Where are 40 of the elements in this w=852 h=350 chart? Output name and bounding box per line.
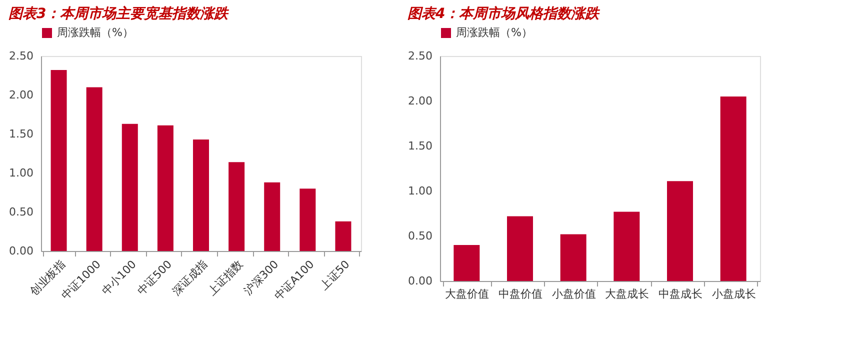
bar bbox=[454, 245, 480, 281]
bar bbox=[614, 212, 640, 281]
bar bbox=[228, 162, 245, 251]
y-tick-label: 2.00 bbox=[9, 88, 34, 102]
bar bbox=[50, 70, 67, 251]
y-tick-label: 0.00 bbox=[408, 274, 432, 288]
bar bbox=[300, 188, 316, 251]
x-tick-label: 大盘成长 bbox=[605, 288, 650, 300]
x-tick-label: 中盘价值 bbox=[498, 288, 542, 300]
bar bbox=[560, 234, 586, 281]
chart-title: 图表3：本周市场主要宽基指数涨跌 bbox=[8, 5, 230, 22]
bar bbox=[667, 181, 693, 281]
y-tick-label: 1.00 bbox=[9, 166, 34, 180]
y-tick-label: 2.50 bbox=[9, 50, 34, 62]
y-tick-label: 1.50 bbox=[408, 140, 432, 152]
x-tick-label: 深证成指 bbox=[170, 258, 210, 298]
bar bbox=[86, 87, 102, 251]
bar bbox=[720, 96, 746, 281]
y-tick-label: 0.50 bbox=[408, 230, 432, 242]
y-tick-label: 1.50 bbox=[9, 128, 34, 140]
chart-title: 图表4：本周市场风格指数涨跌 bbox=[408, 5, 602, 22]
y-tick-label: 0.00 bbox=[9, 244, 34, 258]
bar bbox=[507, 216, 533, 281]
x-tick-label: 大盘价值 bbox=[445, 288, 490, 300]
y-tick-label: 2.50 bbox=[408, 50, 432, 62]
y-tick-label: 2.00 bbox=[408, 94, 432, 108]
bar bbox=[157, 125, 174, 251]
x-tick-label: 中小100 bbox=[99, 258, 139, 298]
x-tick-label: 小盘成长 bbox=[712, 288, 756, 300]
bar bbox=[264, 182, 280, 251]
y-tick-label: 0.50 bbox=[9, 206, 34, 218]
legend-label: 周涨跌幅（%） bbox=[456, 26, 532, 39]
x-tick-label: 中盘成长 bbox=[658, 288, 702, 300]
legend-label: 周涨跌幅（%） bbox=[57, 26, 134, 39]
x-tick-label: 上证50 bbox=[318, 258, 352, 292]
bar bbox=[335, 221, 352, 251]
y-tick-label: 1.00 bbox=[408, 184, 432, 198]
bar bbox=[122, 124, 138, 251]
bar bbox=[193, 139, 209, 251]
x-tick-label: 小盘价值 bbox=[552, 288, 596, 300]
